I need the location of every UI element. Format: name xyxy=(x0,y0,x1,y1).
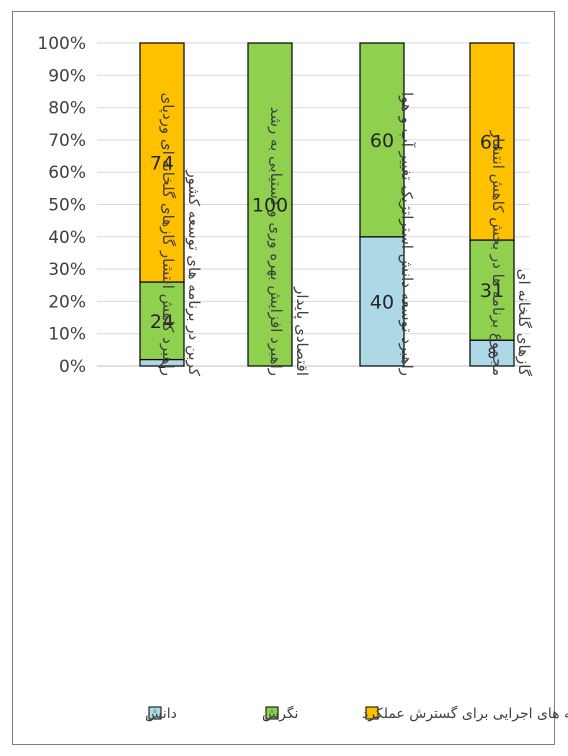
category-label: مجموع برنامه ها در بخش کاهش انتشار xyxy=(489,130,507,376)
data-label: 60 xyxy=(370,130,394,152)
y-tick-label: 60% xyxy=(48,163,86,183)
category-label: اقتصادی پایدار xyxy=(292,286,311,376)
y-tick-label: 20% xyxy=(48,292,86,312)
bar-segment xyxy=(469,239,515,341)
data-label: 24 xyxy=(150,311,174,333)
category-label: راهبرد کاهش انتشار گازهای گلخانه ای وردپ… xyxy=(158,92,177,376)
y-tick-label: 0% xyxy=(59,357,86,377)
bar-segment xyxy=(247,42,293,367)
y-tick-label: 30% xyxy=(48,260,86,280)
bar-segment xyxy=(359,236,405,367)
data-label: 61 xyxy=(480,132,504,154)
category-label: راهبرد افزایش بهره وری و دستیابی به رشد xyxy=(267,107,285,376)
data-label: 74 xyxy=(150,153,174,175)
y-tick-label: 100% xyxy=(37,34,86,54)
y-tick-label: 90% xyxy=(48,66,86,86)
bar-segment xyxy=(469,339,515,367)
y-tick-label: 10% xyxy=(48,325,86,345)
legend-label: برنامه های اجرایی برای گسترش عملکرد xyxy=(362,705,568,722)
legend-swatch xyxy=(148,706,162,720)
category-label: کربن در برنامه های توسعه کشور xyxy=(185,169,203,376)
category-label: راهبرد توسعه دانش استراتژیک تغییر آب و ه… xyxy=(398,92,416,376)
y-tick-label: 40% xyxy=(48,228,86,248)
bar-segment xyxy=(139,42,185,283)
y-tick-label: 50% xyxy=(48,196,86,216)
category-label: گازهای گلخانه ای xyxy=(515,269,533,377)
legend-label: نگرش xyxy=(262,705,298,722)
data-label: 31 xyxy=(480,280,504,302)
data-label: 40 xyxy=(370,291,394,313)
y-tick-label: 70% xyxy=(48,131,86,151)
data-label: 100 xyxy=(252,195,288,217)
bar-segment xyxy=(469,42,515,241)
legend-swatch xyxy=(365,706,379,720)
data-label: 2 xyxy=(158,356,167,372)
bar-segment xyxy=(139,281,185,361)
data-label: 8 xyxy=(488,346,497,362)
bar-segment xyxy=(359,42,405,238)
legend-label: دانش xyxy=(145,706,177,722)
legend-swatch xyxy=(265,706,279,720)
y-tick-label: 80% xyxy=(48,99,86,119)
